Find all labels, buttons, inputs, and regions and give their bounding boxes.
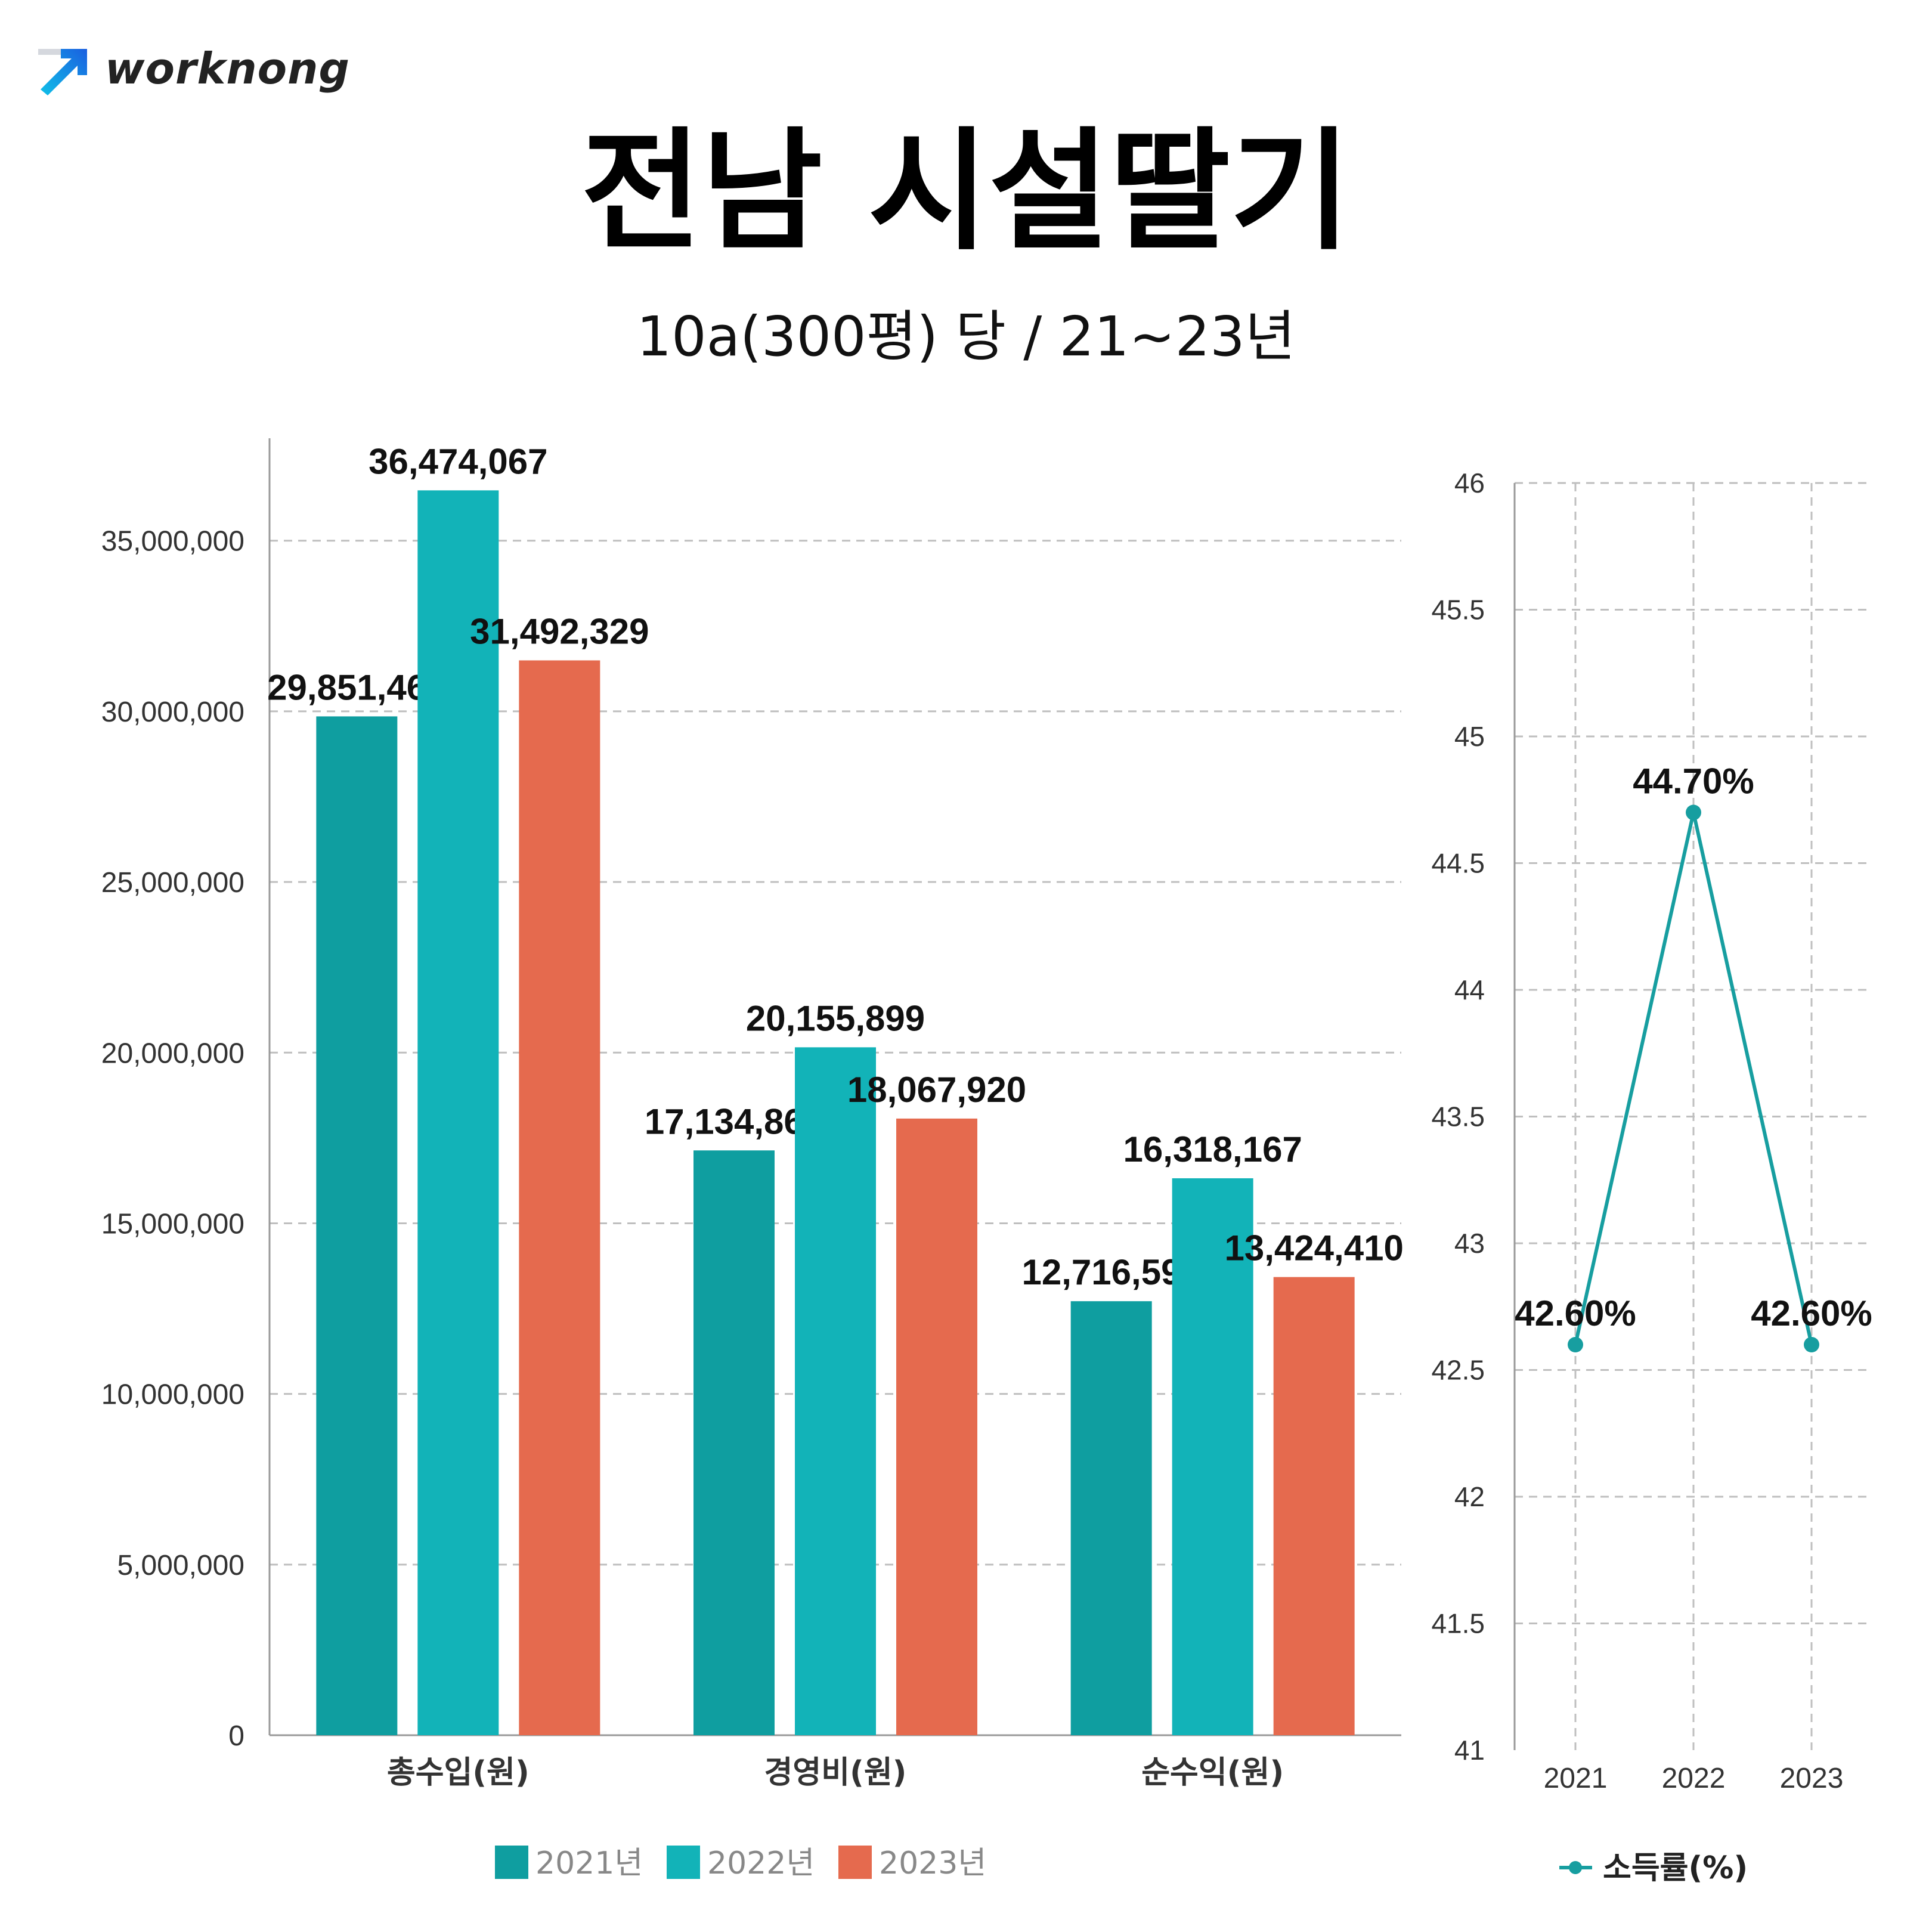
bar-2022년-0 [417,490,499,1735]
bar-legend-label: 2023년 [879,1846,986,1881]
line-y-tick-label: 45 [1454,721,1485,752]
bar-legend-swatch [667,1846,700,1879]
line-point [1804,1337,1819,1352]
bar-2023년-0 [519,660,600,1735]
bar-y-tick-label: 30,000,000 [101,696,244,728]
line-x-tick-label: 2022 [1662,1763,1726,1794]
line-y-tick-label: 43.5 [1431,1101,1485,1132]
line-x-tick-label: 2021 [1544,1763,1608,1794]
bar-2023년-1 [896,1118,977,1735]
page-title: 전남 시설딸기 [581,115,1351,268]
bar-x-tick-label: 경영비(원) [764,1755,907,1791]
line-y-tick-label: 44 [1454,974,1485,1005]
bar-y-tick-label: 35,000,000 [101,526,244,558]
bar-legend-label: 2022년 [707,1846,815,1881]
bar-x-tick-label: 총수입(원) [387,1755,530,1791]
bar-2022년-1 [795,1047,876,1735]
line-data-label: 44.70% [1633,761,1754,801]
bar-legend-swatch [495,1846,528,1879]
bar-y-tick-label: 5,000,000 [117,1550,244,1581]
bar-legend-label: 2021년 [535,1846,643,1881]
bar-data-label: 12,716,595 [1022,1252,1201,1292]
bar-y-tick-label: 25,000,000 [101,867,244,899]
line-legend-label: 소득률(%) [1603,1850,1748,1886]
bar-y-tick-label: 10,000,000 [101,1379,244,1411]
bar-2022년-2 [1172,1178,1253,1735]
line-x-tick-label: 2023 [1780,1763,1844,1794]
line-y-tick-label: 41.5 [1431,1608,1485,1639]
bar-legend-swatch [838,1846,872,1879]
worknong-logo-icon [38,49,87,95]
line-point [1686,804,1701,821]
bar-data-label: 29,851,463 [267,667,446,707]
bar-2021년-1 [693,1150,775,1735]
bar-y-tick-label: 0 [228,1720,244,1752]
line-y-tick-label: 44.5 [1431,848,1485,879]
bar-data-label: 13,424,410 [1225,1228,1404,1268]
bar-data-label: 16,318,167 [1123,1129,1302,1169]
brand-logo: worknong [37,42,350,95]
line-y-tick-label: 41 [1454,1735,1485,1766]
line-y-tick-label: 46 [1454,467,1485,499]
bar-2021년-2 [1070,1301,1152,1735]
bar-data-label: 36,474,067 [369,441,547,481]
line-data-label: 42.60% [1515,1293,1636,1333]
bar-2023년-2 [1273,1277,1355,1735]
line-y-tick-label: 43 [1454,1228,1485,1259]
bar-data-label: 17,134,868 [645,1101,823,1141]
line-y-tick-label: 42.5 [1431,1355,1485,1386]
page-subtitle: 10a(300평) 당 / 21~23년 [636,305,1296,369]
line-y-tick-label: 45.5 [1431,595,1485,626]
bar-x-tick-label: 순수익(원) [1141,1755,1284,1791]
line-series-income-rate [1574,812,1813,1345]
bar-y-tick-label: 15,000,000 [101,1208,244,1240]
brand-name: worknong [105,44,350,94]
bar-data-label: 18,067,920 [847,1070,1026,1110]
bar-data-label: 20,155,899 [746,998,925,1038]
line-y-tick-label: 42 [1454,1481,1485,1512]
bar-y-tick-label: 20,000,000 [101,1038,244,1069]
line-point [1568,1337,1583,1352]
bar-2021년-0 [316,716,398,1735]
line-data-label: 42.60% [1751,1293,1872,1333]
bar-data-label: 31,492,329 [470,611,649,651]
line-legend-marker [1569,1861,1582,1874]
